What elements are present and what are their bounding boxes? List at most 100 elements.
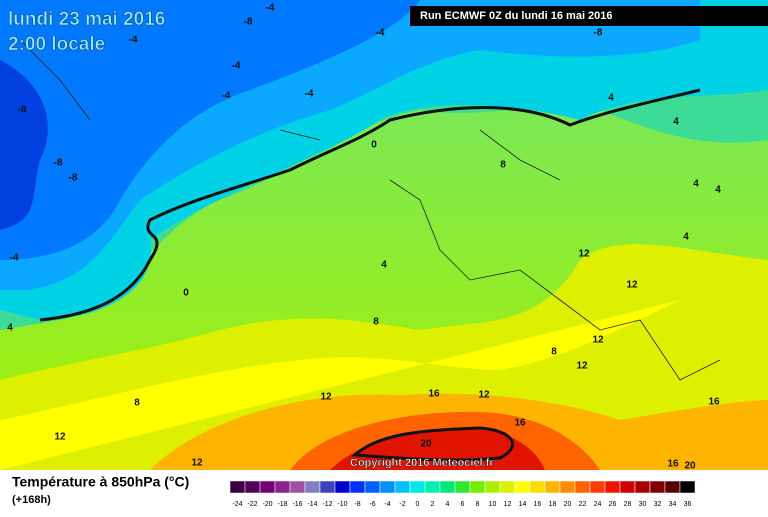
scale-label: -2 — [399, 501, 405, 508]
scale-label: -14 — [307, 501, 317, 508]
scale-swatch — [454, 480, 471, 494]
scale-label: -10 — [337, 501, 347, 508]
scale-swatch — [409, 480, 426, 494]
scale-label: -22 — [247, 501, 257, 508]
contour-label: -4 — [10, 253, 19, 264]
scale-swatch — [514, 480, 531, 494]
scale-swatch — [244, 480, 261, 494]
scale-label: 28 — [624, 501, 632, 508]
scale-label: 24 — [594, 501, 602, 508]
scale-swatch — [319, 480, 336, 494]
contour-label: 16 — [708, 397, 720, 408]
contour-label: 0 — [371, 140, 377, 151]
scale-swatch — [439, 480, 456, 494]
contour-label: 12 — [191, 458, 203, 469]
scale-swatch — [424, 480, 441, 494]
run-label: Run ECMWF 0Z du lundi 16 mai 2016 — [420, 10, 613, 22]
scale-label: 4 — [446, 501, 450, 508]
footer-title: Température à 850hPa (°C) — [12, 474, 189, 490]
footer-lead: (+168h) — [12, 494, 51, 506]
scale-swatch — [634, 480, 651, 494]
scale-swatch — [289, 480, 306, 494]
scale-label: 26 — [609, 501, 617, 508]
contour-label: 4 — [608, 93, 614, 104]
contour-label: 12 — [578, 249, 590, 260]
very-cold-zone — [0, 0, 420, 260]
scale-swatch — [559, 480, 576, 494]
scale-label: 2 — [431, 501, 435, 508]
scale-swatch — [334, 480, 351, 494]
scale-swatch — [574, 480, 591, 494]
contour-label: 12 — [54, 432, 66, 443]
scale-swatch — [274, 480, 291, 494]
scale-label: 8 — [476, 501, 480, 508]
scale-swatch — [619, 480, 636, 494]
scale-swatch — [544, 480, 561, 494]
scale-label: -4 — [384, 501, 390, 508]
contour-label: 8 — [551, 347, 557, 358]
scale-label: -6 — [369, 501, 375, 508]
scale-label: 34 — [669, 501, 677, 508]
scale-swatch — [649, 480, 666, 494]
scale-label: 20 — [564, 501, 572, 508]
contour-20 — [351, 426, 515, 462]
contour-label: -8 — [54, 158, 63, 169]
scale-label: -8 — [354, 501, 360, 508]
scale-swatch — [229, 480, 246, 494]
contour-label: 12 — [478, 390, 490, 401]
contour-0 — [39, 88, 701, 322]
scale-label: 36 — [684, 501, 692, 508]
scale-swatch — [664, 480, 681, 494]
contour-label: -4 — [222, 91, 231, 102]
scale-swatch — [529, 480, 546, 494]
contour-label: -8 — [18, 105, 27, 116]
contour-label: 8 — [373, 317, 379, 328]
contour-label: 8 — [134, 398, 140, 409]
map-title: lundi 23 mai 2016 — [8, 9, 165, 30]
scale-swatch — [469, 480, 486, 494]
contour-label: 4 — [7, 323, 13, 334]
scale-swatch — [679, 480, 696, 494]
scale-swatch — [394, 480, 411, 494]
contour-label: 16 — [428, 389, 440, 400]
contour-label: 0 — [183, 288, 189, 299]
contour-label: -4 — [266, 3, 275, 14]
copyright: Copyright 2016 Meteociel.fr — [350, 457, 494, 469]
scale-swatch — [499, 480, 516, 494]
scale-label: 32 — [654, 501, 662, 508]
scale-swatch — [589, 480, 606, 494]
scale-label: 6 — [461, 501, 465, 508]
contour-label: 16 — [514, 418, 526, 429]
contour-label: 8 — [500, 160, 506, 171]
contour-label: 12 — [576, 361, 588, 372]
scale-label: -20 — [262, 501, 272, 508]
warmer-zone — [0, 300, 680, 470]
scale-label: -12 — [322, 501, 332, 508]
run-box — [410, 6, 768, 26]
contour-label: 16 — [667, 459, 679, 470]
scale-swatch — [349, 480, 366, 494]
contour-label: 4 — [693, 179, 699, 190]
scale-label: 16 — [534, 501, 542, 508]
scale-swatch — [484, 480, 501, 494]
contour-label: 20 — [684, 461, 696, 472]
contour-label: 4 — [683, 232, 689, 243]
coldest-zone — [0, 60, 48, 230]
contour-label: -4 — [376, 28, 385, 39]
scale-label: 30 — [639, 501, 647, 508]
contour-label: -8 — [69, 173, 78, 184]
contour-label: 12 — [320, 392, 332, 403]
coastlines — [19, 39, 721, 381]
scale-label: 14 — [519, 501, 527, 508]
contour-label: 20 — [420, 439, 432, 450]
scale-swatch — [304, 480, 321, 494]
scale-label: -16 — [292, 501, 302, 508]
scale-label: 10 — [489, 501, 497, 508]
contour-label: -4 — [305, 89, 314, 100]
scale-swatch — [379, 480, 396, 494]
scale-swatch — [259, 480, 276, 494]
scale-label: 0 — [416, 501, 420, 508]
scale-label: 18 — [549, 501, 557, 508]
contour-label: -8 — [594, 28, 603, 39]
